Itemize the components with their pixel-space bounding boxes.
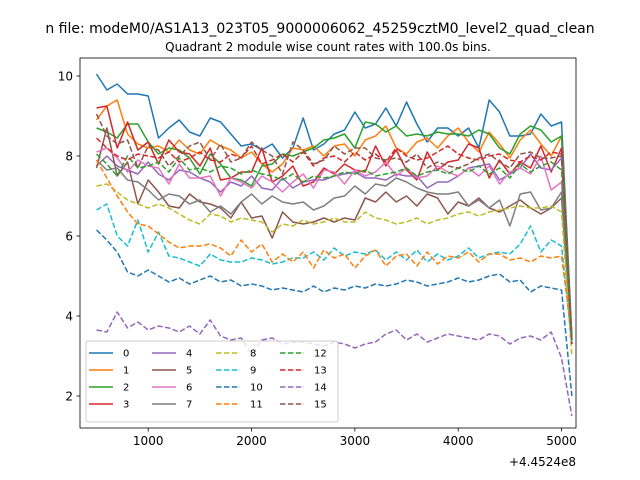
x-axis-offset-label: +4.4524e8 xyxy=(509,455,576,469)
y-tick-label: 6 xyxy=(65,229,73,243)
x-tick-label: 5000 xyxy=(546,434,577,448)
legend-label-4: 4 xyxy=(186,349,192,360)
plot-frame xyxy=(79,57,577,429)
series-line-13 xyxy=(96,137,573,345)
y-axis: 2 4 6 8 10 xyxy=(58,69,80,403)
series-line-7 xyxy=(96,159,573,345)
legend-label-1: 1 xyxy=(123,366,129,377)
series-line-9 xyxy=(96,203,573,345)
legend-label-11: 11 xyxy=(250,400,263,411)
series-line-2 xyxy=(96,121,573,341)
legend-label-2: 2 xyxy=(123,383,129,394)
legend-label-12: 12 xyxy=(314,349,327,360)
figure-suptitle: n file: modeM0/AS1A13_023T05_9000006062_… xyxy=(45,21,594,37)
x-axis: 1000 2000 3000 4000 5000 xyxy=(133,428,577,448)
x-tick-label: 4000 xyxy=(443,434,474,448)
x-tick-label: 1000 xyxy=(133,434,164,448)
series-line-11 xyxy=(95,159,573,337)
legend-label-10: 10 xyxy=(250,383,263,394)
series-layer xyxy=(95,73,573,417)
series-line-15 xyxy=(95,113,573,341)
x-tick-label: 3000 xyxy=(340,434,371,448)
y-tick-label: 8 xyxy=(65,149,73,163)
series-line-8 xyxy=(96,183,573,357)
legend-frame xyxy=(85,340,339,423)
y-tick-label: 2 xyxy=(65,389,73,403)
legend-label-15: 15 xyxy=(314,400,327,411)
legend-label-5: 5 xyxy=(186,366,192,377)
legend-label-6: 6 xyxy=(186,383,192,394)
series-line-5 xyxy=(95,127,573,345)
series-line-10 xyxy=(96,229,573,397)
legend-label-14: 14 xyxy=(314,383,327,394)
y-tick-label: 4 xyxy=(65,309,73,323)
y-tick-label: 10 xyxy=(58,69,73,83)
legend-label-7: 7 xyxy=(186,400,192,411)
legend-label-9: 9 xyxy=(250,366,256,377)
series-line-12 xyxy=(96,153,573,341)
legend-label-3: 3 xyxy=(123,400,129,411)
series-line-0 xyxy=(95,73,573,337)
legend-label-13: 13 xyxy=(314,366,327,377)
chart-title: Quadrant 2 module wise count rates with … xyxy=(165,40,491,54)
legend-label-8: 8 xyxy=(250,349,256,360)
series-line-1 xyxy=(95,99,573,341)
legend-label-0: 0 xyxy=(123,349,129,360)
x-tick-label: 2000 xyxy=(236,434,267,448)
